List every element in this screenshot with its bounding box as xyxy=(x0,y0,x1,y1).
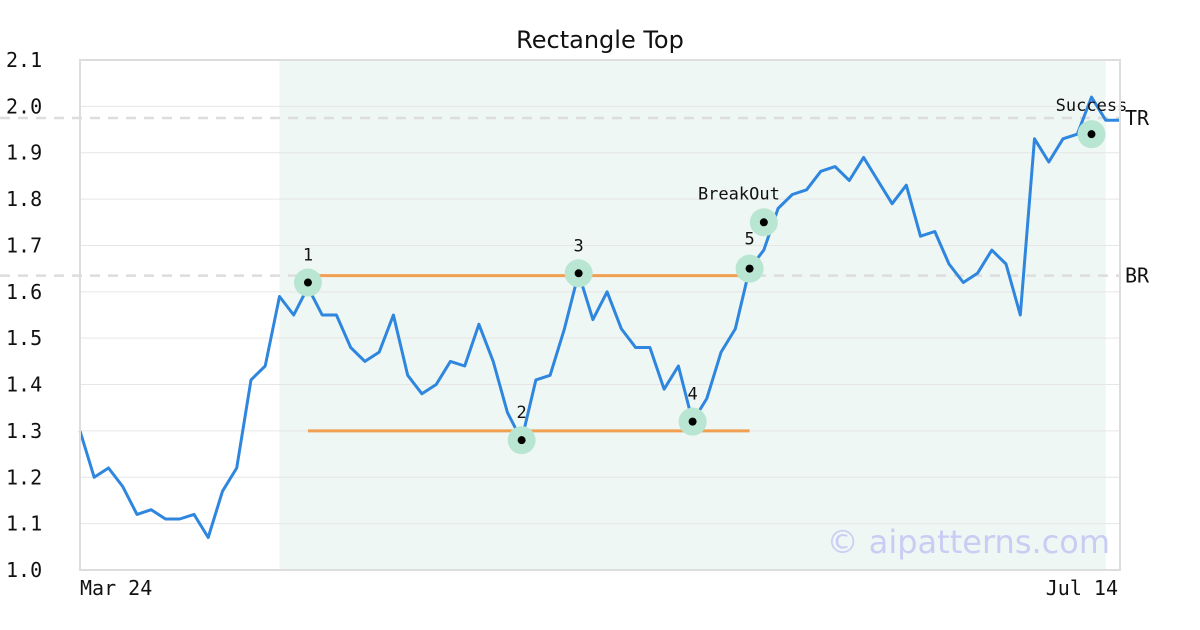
point-label: BreakOut xyxy=(698,184,780,204)
x-tick-label: Mar 24 xyxy=(80,576,152,600)
y-tick-label: 1.4 xyxy=(6,373,42,397)
y-tick-label: 1.3 xyxy=(6,419,42,443)
y-tick-label: 1.5 xyxy=(6,326,42,350)
point-label: 1 xyxy=(303,246,313,266)
point-label: 4 xyxy=(687,385,697,405)
reference-line-label: TR xyxy=(1125,106,1150,130)
y-tick-label: 1.2 xyxy=(6,465,42,489)
y-tick-label: 2.0 xyxy=(6,94,42,118)
point-marker xyxy=(688,417,697,426)
y-tick-label: 1.1 xyxy=(6,512,42,536)
y-tick-label: 1.9 xyxy=(6,141,42,165)
x-axis-ticks: Mar 24 Jul 14 xyxy=(80,576,1118,600)
price-series xyxy=(78,95,1120,539)
reference-line-label: BR xyxy=(1125,264,1150,288)
point-label: 5 xyxy=(744,230,754,250)
y-axis-ticks: 1.0 1.1 1.2 1.3 1.4 1.5 1.6 1.7 1.8 1.9 2.0 2.1 xyxy=(6,48,42,582)
y-tick-label: 1.6 xyxy=(6,280,42,304)
watermark: © aipatterns.com xyxy=(827,523,1110,561)
x-tick-label: Jul 14 xyxy=(1046,576,1118,600)
y-tick-label: 1.0 xyxy=(6,558,42,582)
y-tick-label: 1.7 xyxy=(6,233,42,257)
point-marker xyxy=(303,278,312,287)
y-tick-label: 2.1 xyxy=(6,48,42,72)
pattern-points: 1 2 3 4 5 BreakOut Success xyxy=(293,96,1128,455)
price-line xyxy=(78,95,1120,539)
y-tick-label: 1.8 xyxy=(6,187,42,211)
chart-title: Rectangle Top xyxy=(516,26,684,54)
point-marker xyxy=(1087,130,1096,139)
plot-frame xyxy=(79,59,1121,571)
point-marker xyxy=(574,269,583,278)
shaded-region xyxy=(279,60,1106,570)
point-marker xyxy=(745,264,754,273)
point-label: Success xyxy=(1056,96,1128,116)
point-label: 3 xyxy=(574,236,584,256)
pattern-shaded-region xyxy=(279,60,1106,570)
point-label: 2 xyxy=(517,403,527,423)
point-marker xyxy=(759,218,768,227)
point-marker xyxy=(517,436,526,445)
